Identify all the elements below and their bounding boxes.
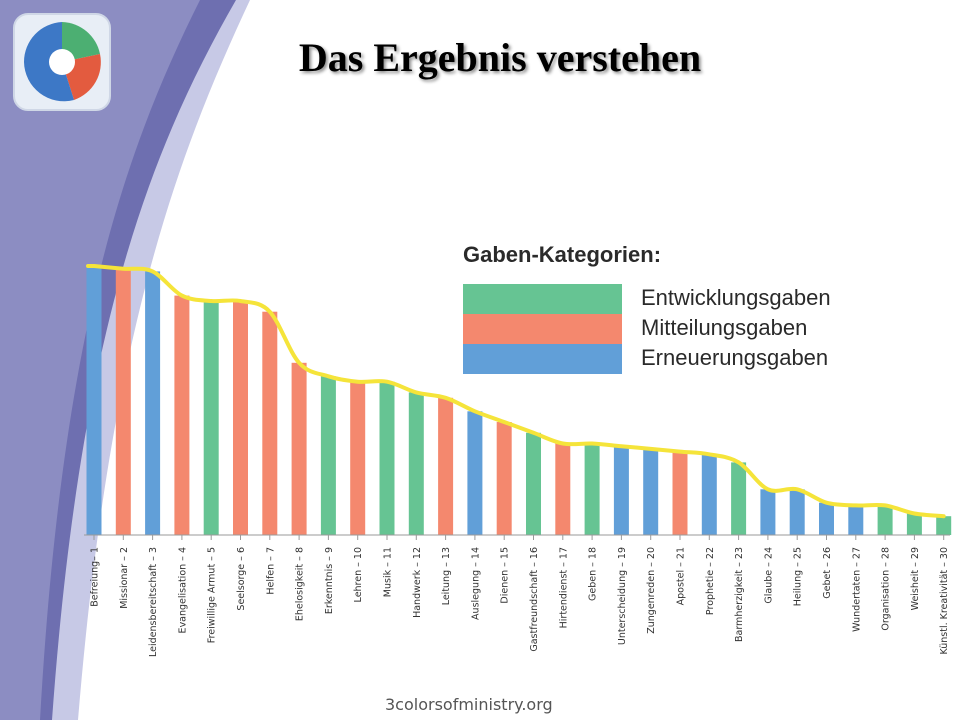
legend-label: Entwicklungsgaben [641, 285, 831, 310]
bar-11 [379, 381, 395, 535]
x-tick-label-18: Geben – 18 [588, 547, 599, 601]
legend-swatch-green [463, 284, 622, 314]
x-tick-label-9: Erkenntnis – 9 [324, 547, 335, 614]
legend-title: Gaben-Kategorien: [463, 242, 662, 267]
bar-4 [174, 295, 190, 535]
bar-15 [496, 422, 512, 535]
legend-label: Erneuerungsgaben [641, 345, 829, 370]
x-axis-tick-labels: Befreiung– 1 Missionar – 2 Leidensbereitsc… [90, 547, 951, 657]
bar-17 [555, 443, 571, 535]
x-tick-label-26: Gebet – 26 [822, 547, 833, 599]
bar-29 [906, 513, 922, 535]
bar-18 [584, 443, 600, 535]
x-tick-label-3: Leidensbereitschaft – 3 [148, 547, 159, 657]
bar-16 [526, 432, 541, 535]
x-tick-label-2: Missionar – 2 [119, 547, 130, 609]
x-tick-label-12: Handwerk – 12 [412, 547, 423, 618]
bar-22 [701, 454, 717, 535]
x-tick-label-4: Evangelisation – 4 [177, 547, 188, 633]
bar-2 [115, 268, 131, 535]
bar-8 [291, 362, 307, 535]
decor-curve-edge [0, 0, 200, 720]
x-tick-label-21: Apostel – 21 [676, 547, 687, 605]
bar-10 [350, 381, 366, 535]
x-tick-label-14: Auslegung – 14 [470, 547, 481, 620]
legend-swatch-red [463, 314, 622, 344]
bar-21 [672, 451, 688, 535]
bar-9 [320, 376, 336, 535]
bar-1 [86, 266, 102, 535]
bar-5 [203, 301, 219, 535]
x-tick-label-7: Helfen – 7 [265, 547, 276, 595]
bar-19 [613, 446, 629, 535]
x-tick-label-29: Weisheit – 29 [910, 547, 921, 610]
x-tick-label-1: Befreiung– 1 [90, 547, 101, 607]
bar-25 [789, 489, 805, 535]
legend-item-erneuerung: Erneuerungsgaben [463, 344, 903, 374]
x-tick-label-24: Glaube – 24 [763, 547, 774, 604]
logo [13, 13, 111, 111]
trend-line [86, 264, 946, 519]
bar-28 [877, 505, 893, 535]
bar-27 [848, 505, 864, 535]
x-tick-label-22: Prophetie – 22 [705, 547, 716, 615]
legend-swatch-blue [463, 344, 622, 374]
x-tick-label-10: Lehren – 10 [353, 547, 364, 602]
bar-7 [262, 311, 278, 535]
bar-20 [643, 448, 659, 535]
x-tick-label-30: Künstl. Kreativität – 30 [939, 547, 950, 655]
x-tick-label-8: Ehelosigkeit – 8 [295, 547, 306, 621]
x-tick-label-15: Dienen – 15 [500, 547, 511, 604]
x-tick-label-17: Hirtendienst – 17 [558, 547, 569, 628]
bar-3 [145, 271, 161, 535]
slide-title: Das Ergebnis verstehen [298, 35, 702, 80]
bar-12 [408, 392, 424, 535]
chart-legend: Gaben-Kategorien: Entwicklungsgaben Mitt… [463, 242, 903, 382]
x-tick-label-20: Zungenreden – 20 [646, 547, 657, 634]
x-tick-label-28: Organisation – 28 [881, 547, 892, 631]
x-tick-label-27: Wundertaten – 27 [851, 547, 862, 632]
x-tick-label-13: Leitung – 13 [441, 547, 452, 605]
x-axis-ticks [93, 535, 945, 540]
bar-30 [936, 516, 952, 535]
bar-13 [438, 397, 454, 535]
chart-bars [86, 266, 952, 535]
bar-26 [819, 502, 834, 535]
legend-item-mitteilung: Mitteilungsgaben [463, 314, 903, 344]
x-tick-label-6: Seelsorge – 6 [236, 547, 247, 611]
legend-label: Mitteilungsgaben [641, 315, 808, 340]
x-tick-label-25: Heilung – 25 [793, 547, 804, 606]
x-tick-label-16: Gastfreundschaft – 16 [529, 547, 540, 652]
x-tick-label-11: Musik – 11 [383, 547, 394, 597]
x-tick-label-23: Barmherzigkeit – 23 [734, 547, 745, 642]
bar-14 [467, 411, 483, 535]
bar-6 [233, 301, 248, 535]
bar-23 [731, 462, 747, 535]
legend-item-entwicklung: Entwicklungsgaben [463, 284, 903, 314]
bar-24 [760, 489, 776, 535]
x-tick-label-5: Freiwillige Armut – 5 [207, 547, 218, 643]
x-tick-label-19: Unterscheidung – 19 [617, 547, 628, 645]
footer-website: 3colorsofministry.org [385, 695, 553, 714]
